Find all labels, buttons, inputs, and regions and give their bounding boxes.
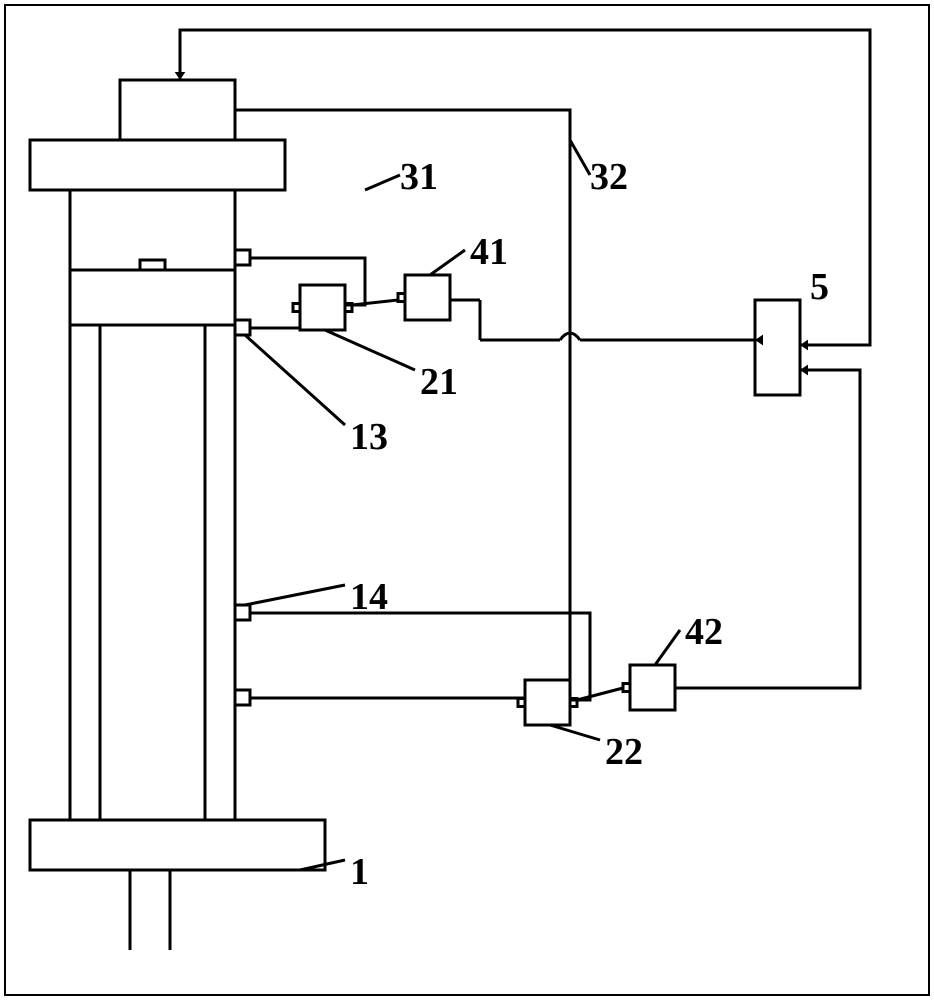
- label-13: 13: [350, 415, 388, 459]
- label-14: 14: [350, 575, 388, 619]
- label-41: 41: [470, 230, 508, 274]
- label-31: 31: [400, 155, 438, 199]
- label-32: 32: [590, 155, 628, 199]
- label-42: 42: [685, 610, 723, 654]
- label-1: 1: [350, 850, 369, 894]
- label-21: 21: [420, 360, 458, 404]
- label-22: 22: [605, 730, 643, 774]
- label-5: 5: [810, 265, 829, 309]
